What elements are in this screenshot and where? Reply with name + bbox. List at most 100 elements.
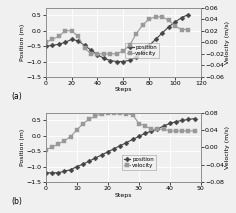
Y-axis label: Position (m): Position (m)	[20, 24, 25, 61]
velocity	[167, 19, 170, 22]
velocity	[174, 25, 177, 27]
position	[122, 60, 125, 63]
velocity	[102, 53, 105, 55]
position	[167, 26, 170, 28]
velocity	[90, 53, 93, 55]
velocity	[161, 16, 164, 18]
position	[186, 13, 189, 16]
velocity	[69, 135, 72, 138]
velocity	[131, 114, 134, 116]
position	[169, 122, 171, 125]
velocity	[193, 130, 196, 132]
velocity	[154, 16, 157, 18]
Y-axis label: Position (m): Position (m)	[20, 129, 25, 166]
position	[125, 141, 128, 144]
velocity	[96, 53, 99, 55]
velocity	[44, 148, 47, 151]
velocity	[187, 130, 190, 132]
position	[175, 120, 177, 123]
position	[75, 165, 78, 168]
velocity	[156, 128, 159, 130]
position	[88, 160, 91, 162]
velocity	[88, 118, 91, 120]
position	[82, 163, 84, 166]
velocity	[169, 130, 171, 132]
velocity	[57, 35, 60, 38]
velocity	[51, 146, 53, 149]
position	[174, 21, 177, 23]
position	[51, 44, 54, 47]
velocity	[44, 41, 47, 43]
velocity	[186, 28, 189, 31]
X-axis label: Steps: Steps	[115, 88, 132, 92]
position	[51, 171, 53, 174]
position	[106, 151, 109, 153]
position	[115, 60, 118, 63]
position	[150, 130, 153, 132]
velocity	[83, 47, 86, 49]
velocity	[162, 128, 165, 130]
position	[181, 119, 184, 122]
position	[131, 138, 134, 141]
position	[148, 44, 151, 47]
position	[141, 50, 144, 53]
velocity	[100, 113, 103, 115]
velocity	[148, 18, 151, 20]
position	[113, 147, 115, 150]
velocity	[128, 44, 131, 46]
position	[135, 56, 138, 59]
X-axis label: Steps: Steps	[115, 193, 132, 198]
velocity	[150, 128, 153, 130]
Legend: position, velocity: position, velocity	[122, 155, 156, 170]
velocity	[94, 115, 97, 117]
velocity	[180, 28, 183, 31]
position	[57, 43, 60, 46]
velocity	[135, 32, 138, 35]
position	[144, 132, 147, 135]
velocity	[175, 130, 177, 132]
Y-axis label: Velocity (m/s): Velocity (m/s)	[225, 126, 230, 169]
position	[109, 59, 112, 62]
velocity	[144, 124, 147, 127]
Y-axis label: Velocity (m/s): Velocity (m/s)	[225, 21, 230, 64]
velocity	[181, 130, 184, 132]
velocity	[115, 53, 118, 55]
Line: position: position	[44, 13, 190, 63]
position	[63, 170, 66, 173]
position	[100, 154, 103, 156]
Legend: position, velocity: position, velocity	[125, 43, 159, 58]
position	[154, 38, 157, 41]
position	[69, 168, 72, 171]
position	[102, 57, 105, 60]
velocity	[77, 35, 80, 38]
velocity	[113, 111, 115, 114]
position	[44, 171, 47, 174]
velocity	[106, 111, 109, 114]
position	[156, 128, 159, 130]
position	[77, 40, 80, 42]
position	[137, 135, 140, 138]
Line: velocity: velocity	[44, 15, 190, 56]
position	[64, 41, 67, 44]
velocity	[122, 50, 125, 52]
position	[193, 117, 196, 120]
velocity	[57, 143, 60, 145]
position	[96, 53, 99, 56]
velocity	[109, 53, 112, 55]
position	[57, 171, 60, 174]
velocity	[63, 140, 66, 142]
position	[44, 45, 47, 47]
position	[128, 59, 131, 62]
position	[83, 44, 86, 47]
velocity	[141, 24, 144, 26]
position	[180, 16, 183, 19]
position	[90, 49, 93, 51]
position	[162, 125, 165, 127]
position	[187, 118, 190, 121]
position	[161, 32, 164, 35]
velocity	[75, 129, 78, 131]
Text: (b): (b)	[12, 197, 23, 206]
position	[94, 157, 97, 159]
velocity	[137, 122, 140, 125]
velocity	[64, 29, 67, 32]
